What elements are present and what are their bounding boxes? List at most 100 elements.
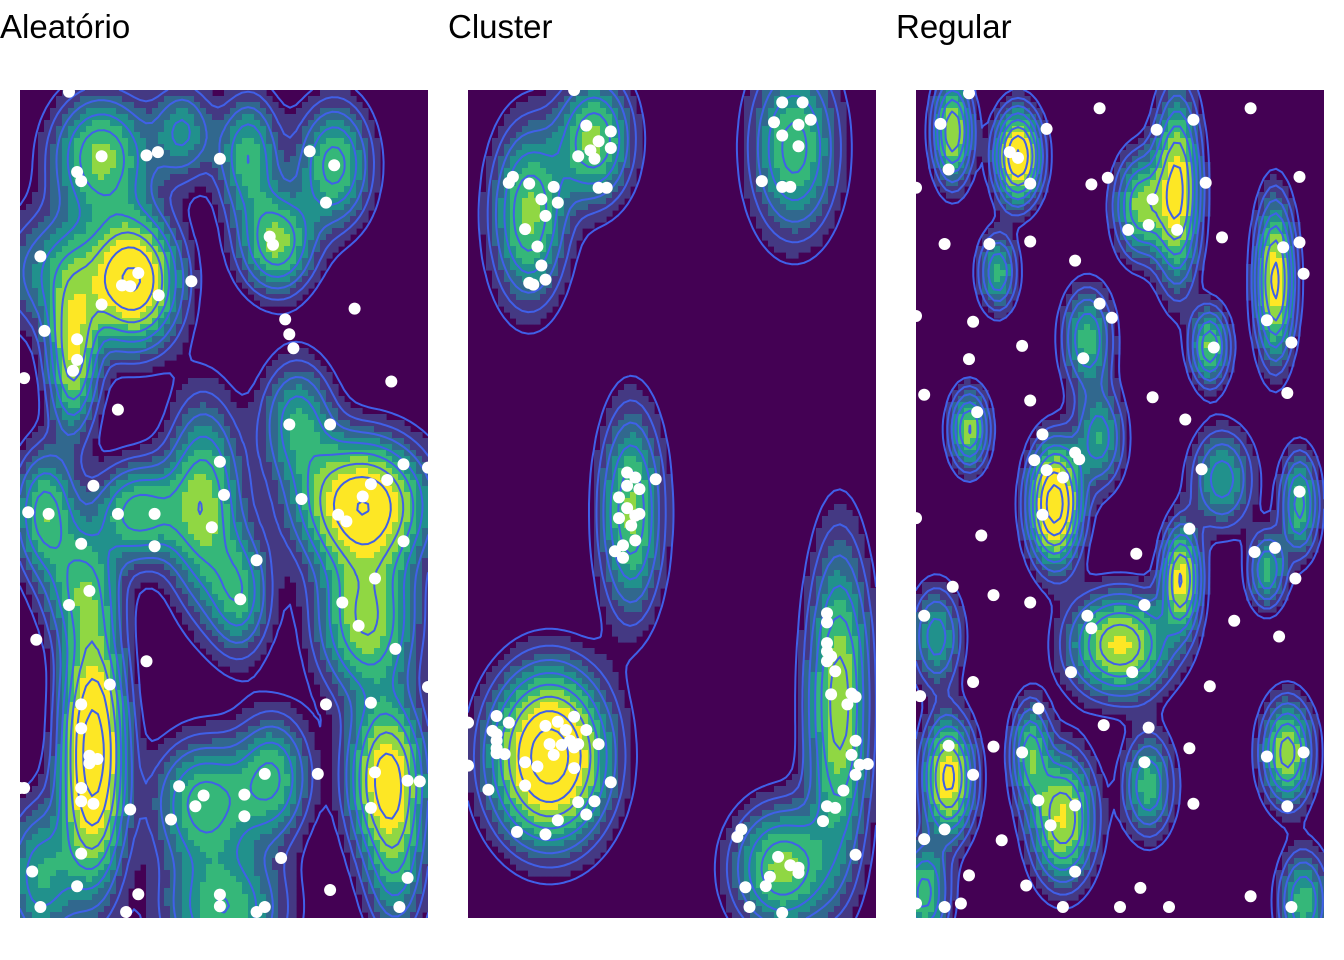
density-cell [68,318,75,325]
density-cell [200,180,207,187]
density-cell [20,246,27,253]
density-cell [68,192,75,199]
density-cell [332,246,339,253]
density-cell [350,606,357,613]
density-cell [86,378,93,385]
density-cell [110,564,117,571]
density-cell [296,546,303,553]
density-cell [182,312,189,319]
density-cell [98,642,105,649]
density-cell [266,300,273,307]
density-cell [32,264,39,271]
density-cell [44,600,51,607]
density-cell [284,198,291,205]
density-cell [332,684,339,691]
density-cell [56,606,63,613]
density-cell [398,420,405,427]
density-cell [122,618,129,625]
density-cell [62,168,69,175]
density-cell [122,564,129,571]
density-cell [80,372,87,379]
density-cell [200,486,207,493]
density-cell [410,672,417,679]
density-cell [242,264,249,271]
density-cell [314,492,321,499]
density-cell [116,630,123,637]
density-cell [308,540,315,547]
density-cell [380,510,387,517]
density-cell [176,270,183,277]
density-cell [320,468,327,475]
density-cell [392,552,399,559]
density-cell [326,468,333,475]
density-cell [368,552,375,559]
density-cell [308,504,315,511]
density-cell [338,660,345,667]
density-cell [104,654,111,661]
density-cell [80,108,87,115]
density-cell [266,540,273,547]
density-cell [74,144,81,151]
density-cell [68,126,75,133]
density-cell [188,474,195,481]
density-cell [92,684,99,691]
density-cell [224,516,231,523]
density-cell [302,156,309,163]
density-cell [80,150,87,157]
density-cell [224,510,231,517]
density-cell [176,450,183,457]
density-cell [116,174,123,181]
density-cell [170,528,177,535]
density-cell [50,186,57,193]
density-cell [284,468,291,475]
density-cell [86,672,93,679]
density-cell [266,474,273,481]
density-cell [344,90,351,97]
density-cell [326,630,333,637]
density-cell [356,576,363,583]
density-cell [338,402,345,409]
density-cell [158,126,165,133]
density-cell [20,468,27,475]
density-cell [314,540,321,547]
density-cell [86,228,93,235]
density-cell [188,594,195,601]
density-cell [218,432,225,439]
density-cell [170,90,177,97]
density-cell [266,132,273,139]
density-cell [62,144,69,151]
density-cell [164,348,171,355]
density-cell [266,486,273,493]
density-cell [122,462,129,469]
density-cell [332,486,339,493]
density-cell [92,528,99,535]
density-cell [92,138,99,145]
density-cell [74,450,81,457]
density-cell [308,618,315,625]
density-cell [302,258,309,265]
density-cell [296,108,303,115]
density-cell [128,468,135,475]
density-cell [74,156,81,163]
density-cell [68,174,75,181]
density-cell [374,594,381,601]
density-cell [320,684,327,691]
density-cell [368,414,375,421]
density-cell [296,234,303,241]
density-cell [56,150,63,157]
density-cell [50,156,57,163]
density-cell [374,678,381,685]
density-cell [44,396,51,403]
density-cell [278,558,285,565]
density-cell [218,570,225,577]
density-cell [92,96,99,103]
density-cell [182,258,189,265]
density-cell [266,264,273,271]
density-cell [380,636,387,643]
density-cell [92,378,99,385]
density-cell [266,150,273,157]
density-cell [368,636,375,643]
density-cell [302,564,309,571]
density-cell [326,636,333,643]
density-cell [20,258,27,265]
